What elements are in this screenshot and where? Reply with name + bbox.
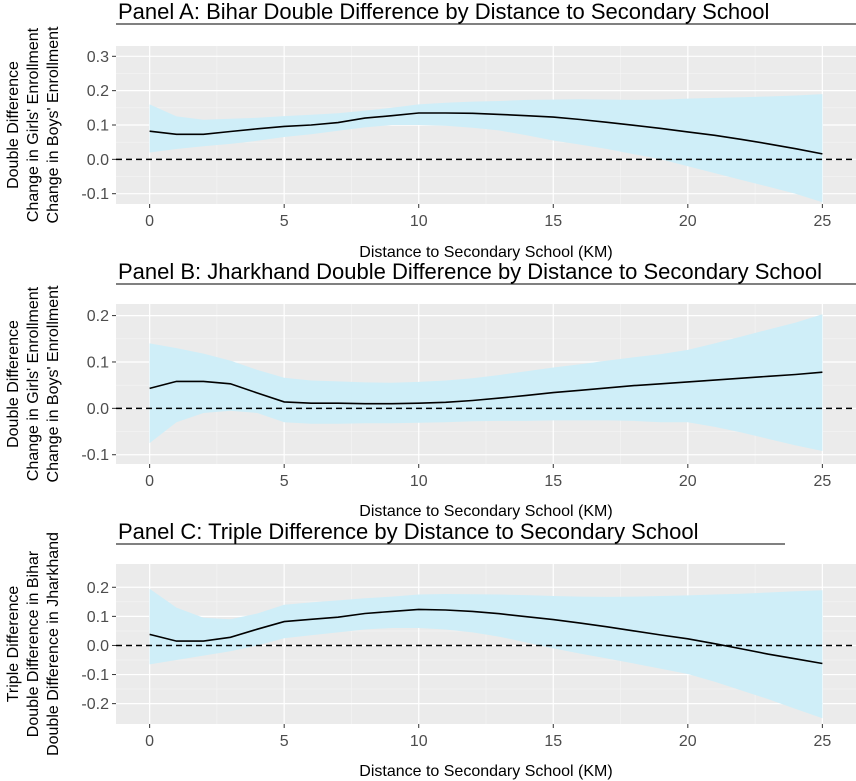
- panel-a-x-tick-label: 20: [679, 213, 697, 230]
- panel-b: Double Difference Change in Girls' Enrol…: [5, 259, 856, 520]
- panel-b-x-ticks: 0 5 10 15 20 25: [145, 464, 831, 490]
- panel-a-confidence-band: [149, 94, 823, 203]
- panel-a-y-ticks: -0.1 0.0 0.1 0.2 0.3: [81, 49, 116, 203]
- panel-b-y-tick-label: 0.1: [87, 354, 109, 371]
- panel-b-ylabel-line-3: Change in Boys' Enrollment: [45, 285, 62, 482]
- panel-c: Triple Difference Double Difference in B…: [5, 519, 856, 780]
- panel-c-y-tick-label: -0.1: [81, 667, 109, 684]
- panel-c-y-ticks: -0.2 -0.1 0.0 0.1 0.2: [81, 580, 116, 713]
- panel-b-x-tick-label: 0: [145, 473, 154, 490]
- panel-a-ylabel-line-3: Change in Boys' Enrollment: [45, 26, 62, 223]
- panel-a-y-tick-label: -0.1: [81, 186, 109, 203]
- panel-b-x-tick-label: 5: [280, 473, 289, 490]
- panel-c-y-tick-label: 0.0: [87, 638, 109, 655]
- panel-b-y-ticks: -0.1 0.0 0.1 0.2: [81, 308, 116, 464]
- panel-b-x-tick-label: 25: [813, 473, 831, 490]
- panel-a-ylabel-line-2: Change in Girls' Enrollment: [25, 27, 42, 222]
- panel-b-title: Panel B: Jharkhand Double Difference by …: [118, 259, 822, 284]
- panel-a-x-tick-label: 0: [145, 213, 154, 230]
- panel-a: Double Difference Change in Girls' Enrol…: [5, 0, 856, 261]
- panel-a-x-ticks: 0 5 10 15 20 25: [145, 204, 831, 230]
- panel-b-y-tick-label: 0.2: [87, 308, 109, 325]
- panel-b-y-tick-label: 0.0: [87, 401, 109, 418]
- panel-a-ylabel-line-1: Double Difference: [5, 61, 22, 189]
- panel-b-x-tick-label: 15: [544, 473, 562, 490]
- panel-a-x-tick-label: 15: [544, 213, 562, 230]
- panel-a-x-tick-label: 25: [813, 213, 831, 230]
- panel-c-x-tick-label: 15: [544, 733, 562, 750]
- panel-c-ylabel-line-1: Triple Difference: [5, 586, 22, 703]
- panel-b-y-axis-title: Double Difference Change in Girls' Enrol…: [5, 285, 62, 482]
- panel-c-ylabel-line-3: Double Difference in Jharkhand: [45, 532, 62, 756]
- panel-a-title: Panel A: Bihar Double Difference by Dist…: [118, 0, 769, 24]
- panel-a-y-tick-label: 0.0: [87, 152, 109, 169]
- panel-b-y-tick-label: -0.1: [81, 447, 109, 464]
- panel-a-y-tick-label: 0.2: [87, 83, 109, 100]
- panel-b-x-tick-label: 20: [679, 473, 697, 490]
- panel-b-x-axis-title: Distance to Secondary School (KM): [359, 503, 612, 520]
- panel-a-x-axis-title: Distance to Secondary School (KM): [359, 244, 612, 261]
- panel-a-y-tick-label: 0.1: [87, 118, 109, 135]
- panel-c-y-tick-label: 0.1: [87, 609, 109, 626]
- panel-c-x-tick-label: 20: [679, 733, 697, 750]
- panel-c-title: Panel C: Triple Difference by Distance t…: [118, 519, 698, 544]
- panel-b-ylabel-line-1: Double Difference: [5, 320, 22, 448]
- panel-b-x-tick-label: 10: [410, 473, 428, 490]
- panel-c-confidence-band: [149, 588, 823, 719]
- panel-a-y-axis-title: Double Difference Change in Girls' Enrol…: [5, 26, 62, 223]
- panel-c-y-axis-title: Triple Difference Double Difference in B…: [5, 532, 62, 756]
- panel-c-x-tick-label: 5: [280, 733, 289, 750]
- panel-c-plot: [116, 588, 856, 719]
- panel-c-x-tick-label: 10: [410, 733, 428, 750]
- panel-c-x-tick-label: 0: [145, 733, 154, 750]
- panel-c-x-ticks: 0 5 10 15 20 25: [145, 724, 831, 750]
- panel-a-plot: [116, 94, 856, 203]
- panel-c-x-axis-title: Distance to Secondary School (KM): [359, 763, 612, 780]
- panel-c-y-tick-label: -0.2: [81, 696, 109, 713]
- panel-a-x-tick-label: 5: [280, 213, 289, 230]
- panel-c-y-tick-label: 0.2: [87, 580, 109, 597]
- panel-a-estimate-line: [149, 112, 823, 155]
- panel-a-y-tick-label: 0.3: [87, 49, 109, 66]
- panel-c-ylabel-line-2: Double Difference in Bihar: [25, 550, 42, 737]
- panel-b-ylabel-line-2: Change in Girls' Enrollment: [25, 286, 42, 481]
- panel-a-x-tick-label: 10: [410, 213, 428, 230]
- panel-b-confidence-band: [149, 314, 823, 451]
- panel-b-plot: [116, 314, 856, 451]
- panel-c-estimate-line: [149, 608, 823, 665]
- panel-b-estimate-line: [149, 371, 823, 405]
- panel-c-x-tick-label: 25: [813, 733, 831, 750]
